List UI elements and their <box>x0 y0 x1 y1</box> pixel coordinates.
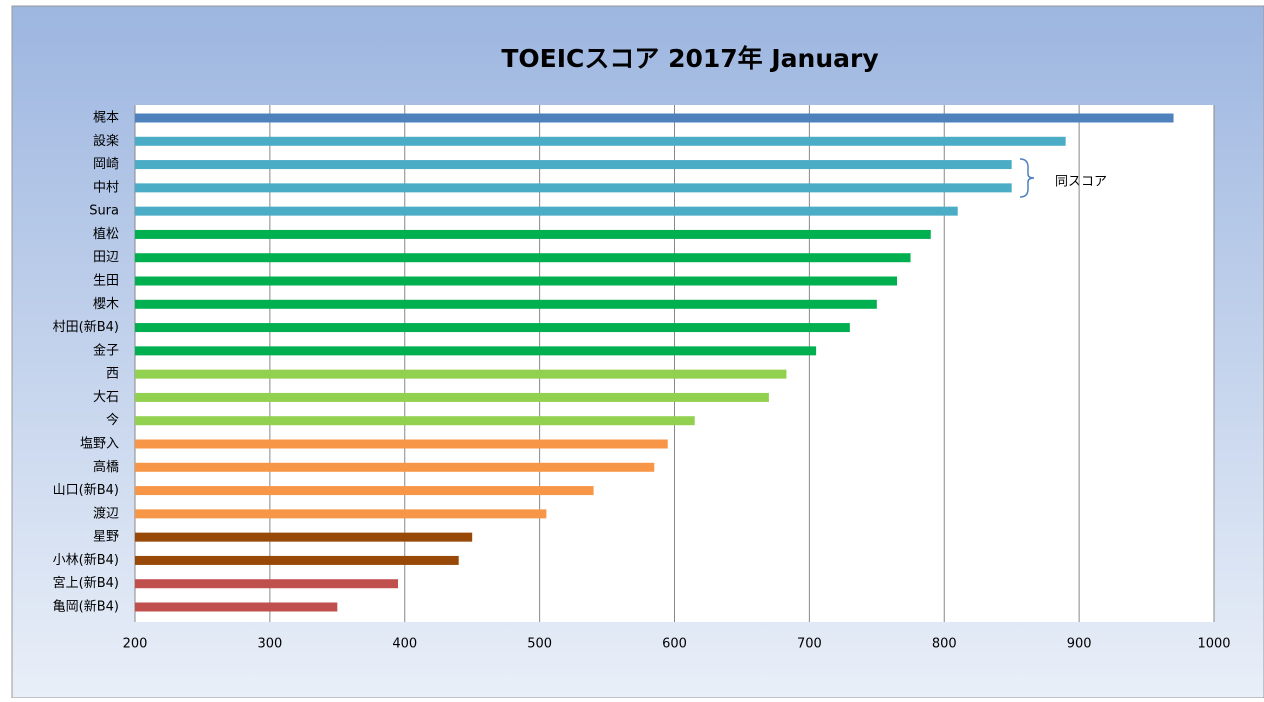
bar <box>135 392 769 402</box>
bar <box>135 439 668 449</box>
x-tick-label: 700 <box>797 637 822 652</box>
x-tick-label: 400 <box>392 637 417 652</box>
y-tick-label: 大石 <box>93 390 119 405</box>
y-tick-label: 小林(新B4) <box>53 552 119 568</box>
bar <box>135 462 655 472</box>
y-tick-label: 宮上(新B4) <box>53 575 119 591</box>
y-tick-label: 梶本 <box>93 111 119 126</box>
bar <box>135 299 877 309</box>
bar <box>135 509 547 519</box>
bar <box>135 486 594 496</box>
y-tick-label: 中村 <box>93 180 119 195</box>
y-tick-label: 山口(新B4) <box>53 482 119 498</box>
y-tick-label: 植松 <box>93 227 119 242</box>
y-tick-label: 塩野入 <box>80 437 119 452</box>
annotation: 同スコア <box>1055 175 1107 190</box>
y-tick-label: 櫻木 <box>93 297 119 312</box>
bar <box>135 206 958 216</box>
x-tick-label: 800 <box>932 637 957 652</box>
y-tick-label: 西 <box>106 367 119 382</box>
bar <box>135 416 695 426</box>
y-tick-label: 生田 <box>93 274 119 289</box>
bar <box>135 369 787 379</box>
bar <box>135 532 473 542</box>
bar <box>135 579 399 589</box>
bar <box>135 276 898 286</box>
y-tick-label: 渡辺 <box>93 505 119 521</box>
y-tick-label: 村田(新B4) <box>53 319 119 335</box>
bar <box>135 602 338 612</box>
bar <box>135 183 1012 193</box>
brace <box>1019 158 1035 198</box>
bar <box>135 346 817 356</box>
x-tick-label: 600 <box>662 637 687 652</box>
x-tick-label: 900 <box>1067 637 1092 652</box>
y-tick-label: 星野 <box>93 530 119 545</box>
bar <box>135 160 1012 170</box>
x-tick-label: 300 <box>257 637 282 652</box>
x-tick-label: 500 <box>527 637 552 652</box>
y-tick-label: Sura <box>89 204 119 219</box>
y-tick-label: 金子 <box>93 342 119 358</box>
bar <box>135 555 459 565</box>
y-tick-label: 亀岡(新B4) <box>53 599 119 615</box>
bar <box>135 113 1174 123</box>
x-tick-label: 200 <box>123 637 148 652</box>
bar <box>135 253 911 263</box>
y-tick-label: 岡崎 <box>93 157 119 172</box>
bar <box>135 323 850 333</box>
bar <box>135 229 931 239</box>
y-tick-label: 今 <box>106 412 119 428</box>
chart-title: TOEICスコア 2017年 January <box>501 44 878 73</box>
y-tick-label: 高橋 <box>93 459 119 475</box>
y-tick-label: 田辺 <box>93 250 119 265</box>
x-tick-label: 1000 <box>1197 637 1230 652</box>
bar <box>135 136 1066 146</box>
y-tick-label: 設楽 <box>93 133 119 149</box>
